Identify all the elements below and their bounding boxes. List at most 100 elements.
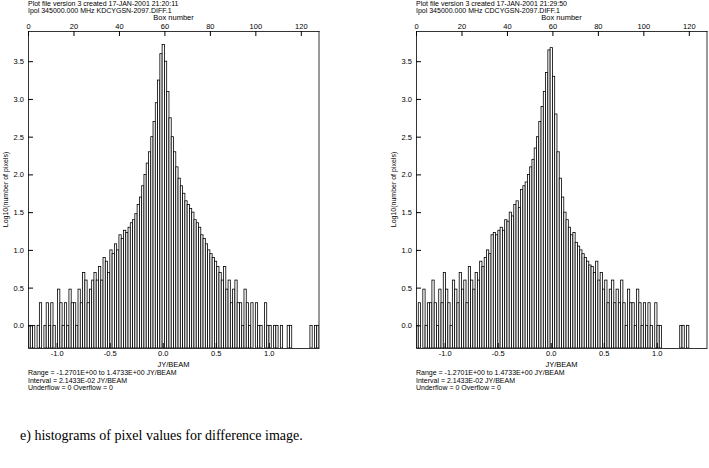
x-axis-line [417, 348, 708, 349]
y-axis-tick: 1.0 [14, 246, 33, 255]
y-axis-tick-mark [28, 288, 33, 289]
x2-axis-tick: 120 [683, 22, 696, 36]
x-axis-tick-mark [163, 343, 164, 348]
x-axis-tick-mark [269, 343, 270, 348]
y-axis-tick-label: 2.5 [14, 133, 24, 142]
x2-axis-tick-label: 40 [115, 22, 123, 31]
x2-axis-tick-label: 80 [594, 22, 602, 31]
bars [416, 48, 689, 348]
bar [39, 303, 41, 348]
footer-line: Underflow = 0 Overflow = 0 [416, 384, 501, 391]
y-axis-tick-mark [416, 212, 421, 213]
y-axis-tick: 0.5 [402, 284, 421, 293]
x-axis-tick-label: -0.5 [492, 349, 505, 358]
x-axis-tick-mark [657, 343, 658, 348]
x-axis-tick-label: 0.5 [211, 349, 221, 358]
x-axis: -1.0-0.50.00.51.0 [417, 343, 708, 358]
y-axis-tick-label: 3.5 [402, 57, 412, 66]
frame-right [707, 31, 708, 348]
x-axis-tick-mark [110, 343, 111, 348]
x2-axis: 020406080100120 [414, 22, 707, 36]
x2-axis-tick-mark [119, 31, 120, 36]
y-axis-tick: 3.0 [402, 95, 421, 104]
y-axis-title: Log10(number of pixels) [2, 152, 10, 228]
y-axis-tick-mark [416, 174, 421, 175]
x-axis-tick: 0.0 [158, 343, 168, 358]
y-axis-tick-label: 0.5 [14, 284, 24, 293]
x2-axis-tick: 100 [638, 22, 651, 36]
y-axis-tick-label: 3.0 [14, 95, 24, 104]
y-axis-tick-mark [416, 99, 421, 100]
y-axis-tick: 0.0 [14, 321, 33, 330]
y-axis: 0.00.51.01.52.02.53.03.5 [402, 32, 421, 349]
bar [280, 325, 282, 348]
x-axis-tick-label: -0.5 [104, 349, 117, 358]
x2-axis: 020406080100120 [26, 22, 319, 36]
bar [687, 325, 689, 348]
x2-axis-line [29, 31, 320, 32]
y-axis-tick-label: 3.0 [402, 95, 412, 104]
footer-line: Underflow = 0 Overflow = 0 [28, 384, 113, 391]
y-axis-tick: 2.0 [402, 170, 421, 179]
x2-axis-tick-mark [461, 31, 462, 36]
y-axis-line [416, 32, 417, 349]
x-axis-tick-mark [604, 343, 605, 348]
x-axis-tick-label: -1.0 [439, 349, 452, 358]
x-axis-tick-mark [57, 343, 58, 348]
y-axis-tick-label: 1.0 [402, 246, 412, 255]
x-axis-tick-mark [498, 343, 499, 348]
x-axis: -1.0-0.50.00.51.0 [29, 343, 320, 358]
x2-axis-tick-mark [255, 31, 256, 36]
bar [33, 325, 35, 348]
x2-axis-tick: 80 [594, 22, 602, 36]
y-axis-tick-label: 2.0 [402, 170, 412, 179]
frame-right [319, 31, 320, 348]
x2-axis-tick-mark [164, 31, 165, 36]
caption: e) histograms of pixel values for differ… [20, 428, 303, 444]
header-line: Plot file version 3 created 17-JAN-2001 … [28, 0, 179, 7]
y-axis-tick-label: 1.0 [14, 246, 24, 255]
x2-axis-title: Box number [153, 13, 194, 22]
x2-axis-tick-label: 20 [458, 22, 466, 31]
y-axis-tick-mark [28, 325, 33, 326]
bar [53, 325, 55, 348]
y-axis-tick-mark [28, 137, 33, 138]
y-axis-tick-mark [416, 288, 421, 289]
y-axis-tick: 3.5 [14, 57, 33, 66]
x-axis-tick-label: 0.0 [158, 349, 168, 358]
x-axis-tick: -1.0 [439, 343, 452, 358]
x2-axis-tick: 20 [458, 22, 466, 36]
y-axis-tick-label: 3.5 [14, 57, 24, 66]
x2-axis-tick: 120 [295, 22, 308, 36]
x2-axis-tick-mark [507, 31, 508, 36]
y-axis-tick-label: 2.0 [14, 170, 24, 179]
y-axis-tick: 1.5 [402, 208, 421, 217]
x-axis-tick-label: 0.0 [546, 349, 556, 358]
x2-axis-tick-mark [598, 31, 599, 36]
y-axis-tick-label: 2.5 [402, 133, 412, 142]
bar [251, 303, 253, 348]
x-axis-tick-label: 1.0 [652, 349, 662, 358]
y-axis-tick-mark [28, 212, 33, 213]
y-axis-tick: 2.5 [402, 133, 421, 142]
y-axis-tick-mark [416, 61, 421, 62]
y-axis-tick-label: 1.5 [402, 208, 412, 217]
x2-axis-tick-label: 120 [683, 22, 696, 31]
x2-axis-tick: 60 [549, 22, 557, 36]
x-axis-tick-mark [551, 343, 552, 348]
x2-axis-tick: 100 [250, 22, 263, 36]
x2-axis-tick: 40 [115, 22, 123, 36]
x2-axis-tick: 60 [161, 22, 169, 36]
x2-axis-title: Box number [541, 13, 582, 22]
x2-axis-tick-label: 100 [250, 22, 263, 31]
bar [289, 325, 291, 348]
bar [269, 325, 271, 348]
y-axis-tick-mark [28, 99, 33, 100]
x2-axis-line [417, 31, 708, 32]
x2-axis-tick-label: 60 [161, 22, 169, 31]
x-axis-tick: 0.5 [211, 343, 221, 358]
bar [310, 325, 312, 348]
x2-axis-tick-label: 20 [70, 22, 78, 31]
x2-axis-tick-mark [552, 31, 553, 36]
panel: -1.0-0.50.00.51.00204060801001200.00.51.… [390, 0, 708, 391]
